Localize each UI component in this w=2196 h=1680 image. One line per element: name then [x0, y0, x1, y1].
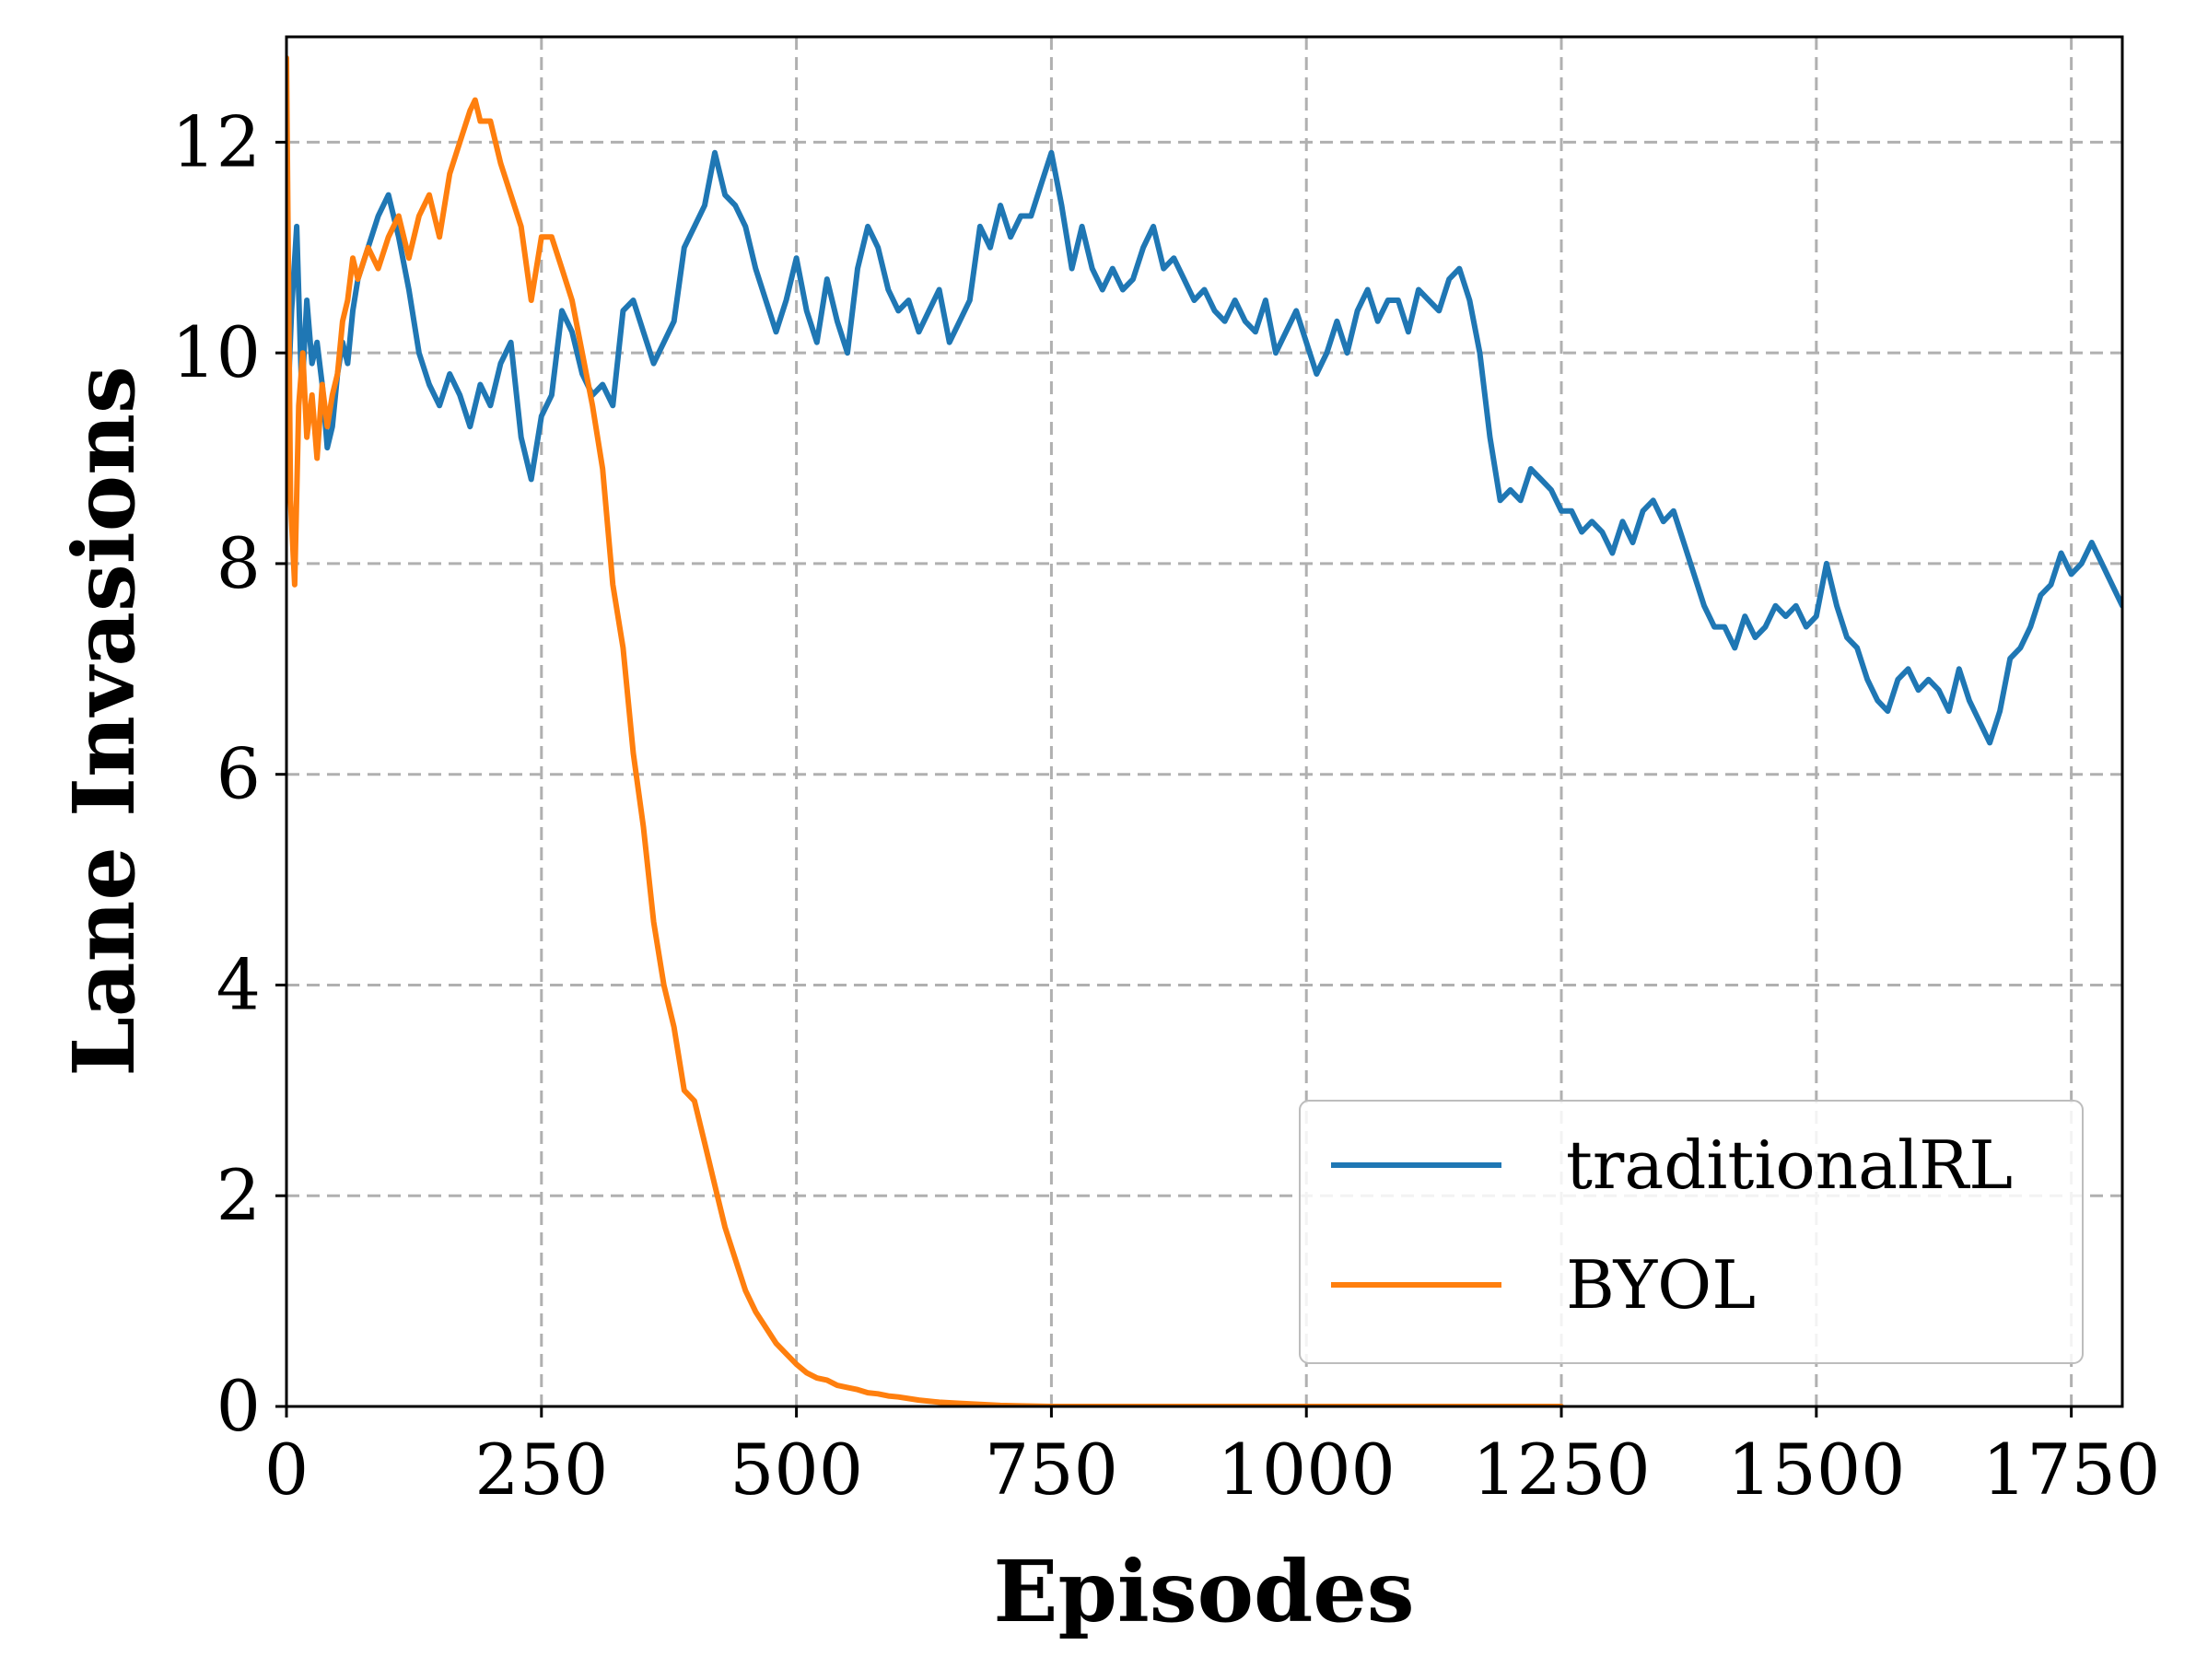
y-axis-label: Lane Invasions	[54, 366, 154, 1077]
y-tick-label: 2	[216, 1154, 261, 1236]
x-tick-label: 500	[730, 1429, 863, 1511]
y-tick-label: 8	[216, 522, 261, 604]
x-tick-label: 1250	[1472, 1429, 1650, 1511]
legend-label-traditionalRL: traditionalRL	[1566, 1126, 2013, 1204]
y-tick-label: 6	[216, 733, 261, 815]
x-tick-label: 1500	[1727, 1429, 1905, 1511]
legend: traditionalRL BYOL	[1299, 1100, 2084, 1364]
x-tick-label: 1000	[1218, 1429, 1396, 1511]
x-tick-label: 1750	[1982, 1429, 2160, 1511]
y-tick-label: 4	[216, 943, 261, 1025]
x-tick-label: 0	[264, 1429, 309, 1511]
series-line-BYOL	[286, 54, 1564, 1406]
x-tick-label: 250	[474, 1429, 608, 1511]
series-lines	[286, 54, 2122, 1406]
x-tick-label: 750	[985, 1429, 1118, 1511]
y-tick-label: 12	[171, 100, 261, 182]
legend-label-BYOL: BYOL	[1566, 1246, 1756, 1324]
y-tick-label: 10	[171, 311, 261, 393]
axis-ticks: 0 250 500 750 1000 1250 1500 1750 0 2 4 6 8 10 12	[171, 100, 2160, 1511]
series-line-traditionalRL	[286, 149, 2122, 746]
y-tick-label: 0	[216, 1365, 261, 1447]
plot-frame	[285, 35, 2124, 1408]
x-axis-label: Episodes	[993, 1542, 1414, 1641]
